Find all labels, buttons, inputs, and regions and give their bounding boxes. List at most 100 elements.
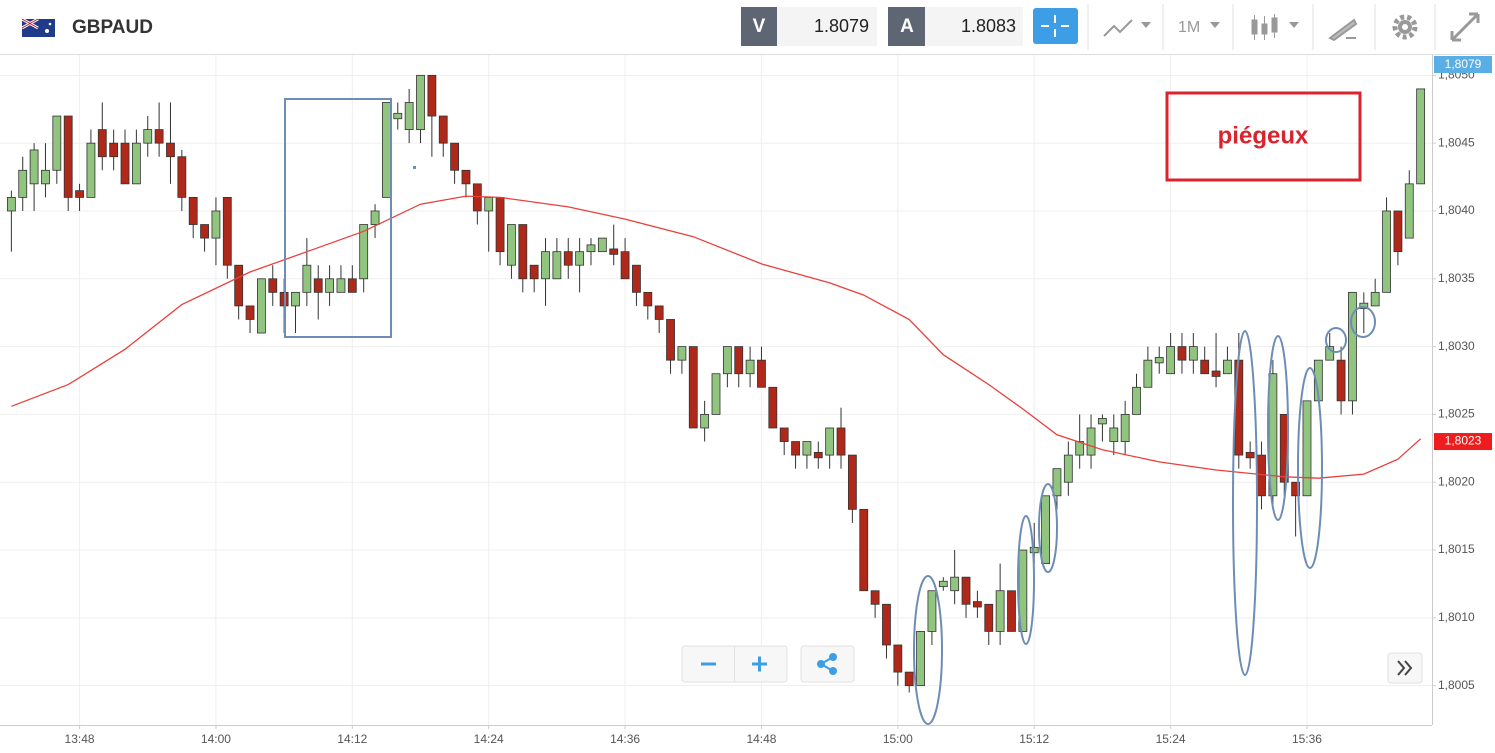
candles-icon[interactable] bbox=[1251, 14, 1278, 40]
settings-icon[interactable] bbox=[1392, 14, 1418, 40]
candle-body bbox=[938, 580, 948, 588]
zoom-in[interactable] bbox=[752, 656, 767, 672]
candle-body bbox=[97, 129, 107, 158]
current-price-tag bbox=[1434, 56, 1492, 73]
dropdown-arrow bbox=[1210, 22, 1220, 28]
candle-body bbox=[1393, 210, 1403, 253]
candle-body bbox=[1348, 291, 1357, 402]
candle-body bbox=[1370, 291, 1380, 307]
candle-body bbox=[1086, 427, 1096, 456]
candle-body bbox=[518, 224, 528, 280]
candle-body bbox=[904, 671, 914, 687]
candle-body bbox=[893, 644, 903, 673]
candle-body bbox=[484, 197, 494, 212]
candle-body bbox=[1177, 346, 1187, 361]
candle-body bbox=[234, 264, 244, 307]
candle-body bbox=[1007, 590, 1016, 632]
candle-body bbox=[256, 278, 266, 334]
candle-body bbox=[177, 156, 187, 198]
y-tick-label: 1,8030 bbox=[1438, 339, 1475, 353]
candle-body bbox=[461, 169, 471, 185]
candle-body bbox=[1416, 88, 1426, 185]
x-tick-label: 14:24 bbox=[474, 732, 504, 746]
candle-body bbox=[666, 319, 675, 361]
dropdown-arrow bbox=[1141, 22, 1151, 28]
ma-price: 1,8023 bbox=[1445, 434, 1482, 448]
candle-body bbox=[211, 210, 221, 239]
candle-body bbox=[313, 278, 323, 293]
candle-body bbox=[336, 278, 346, 293]
candle-body bbox=[1120, 414, 1130, 442]
candle-body bbox=[859, 508, 869, 592]
candle-body bbox=[495, 197, 505, 253]
crosshair-button[interactable] bbox=[1033, 8, 1078, 44]
annotation-text: piégeux bbox=[1218, 122, 1309, 149]
candle-body bbox=[1382, 210, 1391, 293]
candle-body bbox=[143, 129, 153, 144]
draw-icon[interactable] bbox=[1328, 18, 1358, 42]
candle-body bbox=[347, 278, 357, 293]
candle-body bbox=[382, 102, 391, 198]
candle-body bbox=[791, 441, 800, 456]
candle-body bbox=[393, 112, 403, 120]
candle-body bbox=[245, 305, 255, 320]
x-tick-label: 15:00 bbox=[883, 732, 913, 746]
candle-body bbox=[609, 248, 619, 255]
candle-body bbox=[597, 237, 607, 253]
candle-body bbox=[1404, 183, 1414, 239]
x-tick-label: 15:36 bbox=[1292, 732, 1322, 746]
timeframe[interactable]: 1M bbox=[1178, 19, 1200, 36]
candle-body bbox=[166, 142, 175, 158]
candle-body bbox=[768, 386, 778, 429]
candle-body bbox=[18, 169, 28, 198]
candle-body bbox=[552, 251, 562, 280]
scroll-icon bbox=[1397, 660, 1413, 676]
symbol: GBPAUD bbox=[72, 17, 153, 38]
candle-body bbox=[722, 346, 732, 375]
expand-icon[interactable] bbox=[1450, 12, 1480, 42]
x-tick-label: 14:48 bbox=[746, 732, 776, 746]
candle-body bbox=[1359, 302, 1369, 310]
bid-button[interactable] bbox=[741, 7, 777, 46]
candle-body bbox=[1325, 346, 1335, 361]
candle-body bbox=[836, 427, 846, 456]
candle-body bbox=[1200, 359, 1210, 375]
y-tick-label: 1,8025 bbox=[1438, 407, 1475, 421]
candle-body bbox=[1041, 495, 1050, 565]
candle-body bbox=[1234, 359, 1244, 456]
x-tick-label: 14:12 bbox=[337, 732, 367, 746]
candle-body bbox=[575, 251, 585, 266]
candle-body bbox=[779, 427, 789, 442]
candle-body bbox=[1075, 441, 1085, 456]
candle-body bbox=[688, 346, 698, 429]
candle-body bbox=[984, 603, 994, 632]
candle-body bbox=[563, 251, 573, 266]
candle-body bbox=[1143, 359, 1153, 388]
candle-body bbox=[1132, 386, 1141, 415]
ask-button[interactable] bbox=[888, 7, 925, 46]
candle-body bbox=[870, 590, 880, 605]
candle-body bbox=[1052, 468, 1062, 497]
share-button[interactable] bbox=[800, 645, 855, 683]
current-price: 1,8079 bbox=[1445, 57, 1482, 71]
chart-type-icon[interactable] bbox=[1103, 19, 1133, 37]
candle-body bbox=[120, 142, 130, 185]
ask-label: A bbox=[900, 16, 914, 37]
x-tick-label: 15:24 bbox=[1156, 732, 1186, 746]
x-tick-label: 14:00 bbox=[201, 732, 231, 746]
candle-body bbox=[1336, 359, 1346, 402]
y-tick-label: 1,8015 bbox=[1438, 542, 1475, 556]
candle-body bbox=[961, 576, 971, 605]
candle-body bbox=[757, 359, 766, 388]
candle-body bbox=[1211, 370, 1221, 377]
share-icon bbox=[817, 653, 837, 675]
candle-body bbox=[268, 278, 278, 293]
y-tick-label: 1,8035 bbox=[1438, 271, 1475, 285]
bid-box bbox=[777, 7, 877, 46]
candle-body bbox=[188, 197, 198, 225]
candle-body bbox=[1029, 546, 1039, 554]
candle-body bbox=[586, 244, 596, 253]
candle-body bbox=[1109, 427, 1119, 442]
